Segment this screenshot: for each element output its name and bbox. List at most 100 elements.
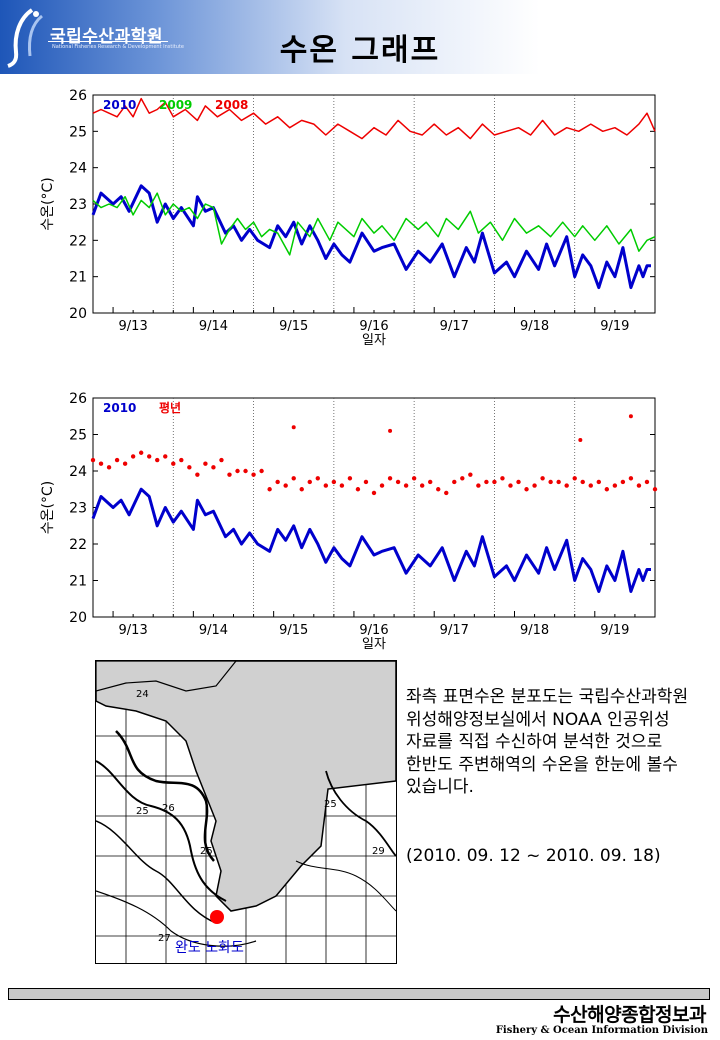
landmass — [96, 661, 396, 912]
logo-divider — [48, 41, 168, 42]
series-point-1 — [428, 479, 433, 485]
fish-wave-icon — [7, 8, 44, 68]
footer-division-ko: 수산해양종합정보과 — [553, 1004, 706, 1026]
series-point-1 — [235, 468, 240, 474]
x-tick-label: 9/17 — [440, 319, 469, 334]
series-point-1 — [572, 476, 577, 481]
legend-item: 2010 — [103, 401, 136, 415]
x-tick-label: 9/18 — [520, 319, 549, 334]
series-point-1 — [98, 461, 104, 466]
series-point-1 — [187, 465, 192, 470]
series-point-1 — [411, 476, 417, 481]
x-tick-label: 9/19 — [600, 319, 629, 334]
series-point-1 — [130, 454, 136, 459]
series-point-1 — [548, 479, 553, 485]
y-tick-label: 23 — [69, 501, 87, 517]
contour-label: 24 — [136, 689, 149, 700]
series-point-1 — [323, 483, 329, 488]
x-tick-label: 9/16 — [359, 319, 388, 334]
series-point-1 — [90, 457, 96, 463]
y-tick-label: 22 — [69, 537, 87, 553]
series-point-1 — [564, 483, 569, 488]
series-point-1 — [516, 479, 521, 485]
x-tick-label: 9/13 — [119, 319, 148, 334]
series-point-1 — [395, 479, 401, 485]
x-tick-label: 9/15 — [279, 319, 308, 334]
y-tick-label: 20 — [69, 306, 87, 322]
series-point-1 — [307, 479, 312, 485]
series-point-1 — [211, 465, 216, 470]
y-tick-label: 25 — [69, 428, 87, 444]
contour-label: 26 — [162, 803, 175, 814]
series-point-1 — [331, 479, 337, 485]
page-title: 수온 그래프 — [279, 33, 441, 68]
series-point-1 — [444, 490, 449, 496]
contour-label: 25 — [324, 799, 337, 810]
series-point-2 — [291, 425, 296, 430]
legend-item: 평년 — [159, 401, 181, 415]
series-point-1 — [155, 457, 160, 463]
x-tick-label: 9/16 — [359, 623, 388, 638]
series-point-1 — [644, 479, 650, 485]
y-tick-label: 24 — [69, 161, 87, 177]
series-point-1 — [628, 476, 634, 481]
series-point-1 — [500, 476, 505, 481]
series-point-1 — [604, 487, 610, 492]
series-point-1 — [299, 487, 304, 492]
x-tick-label: 9/17 — [440, 623, 469, 638]
series-point-1 — [138, 450, 144, 455]
series-point-1 — [484, 479, 489, 485]
series-point-1 — [524, 487, 529, 492]
series-point-1 — [419, 483, 425, 488]
series-point-1 — [251, 472, 256, 477]
series-point-1 — [379, 483, 385, 488]
institute-logo — [6, 6, 196, 68]
y-tick-label: 24 — [69, 464, 87, 480]
series-point-1 — [452, 479, 457, 485]
series-point-1 — [652, 487, 658, 492]
legend-item: 2009 — [159, 98, 192, 112]
y-tick-label: 22 — [69, 233, 87, 249]
series-point-1 — [114, 457, 120, 463]
series-point-1 — [476, 483, 481, 488]
series-point-1 — [122, 461, 128, 466]
chart-2010-normal-year: 20 21 22 23 24 25 26 9/13 9/14 9/15 9/16 9/17 9/18 9/… — [40, 391, 658, 652]
series-point-1 — [259, 468, 264, 474]
y-tick-label: 23 — [69, 197, 87, 213]
x-tick-label: 9/14 — [199, 623, 228, 638]
series-point-1 — [371, 490, 377, 496]
org-name: 국립수산과학원 — [50, 27, 163, 47]
x-axis-label: 일자 — [362, 637, 386, 652]
footer-bar — [8, 988, 710, 1000]
series-point-1 — [588, 483, 593, 488]
series-point-1 — [291, 476, 296, 481]
series-line-0 — [91, 184, 651, 290]
series-point-1 — [355, 487, 361, 492]
y-tick-label: 26 — [69, 391, 87, 407]
x-tick-label: 9/14 — [199, 319, 228, 334]
legend-item: 2008 — [215, 98, 248, 112]
series-point-1 — [620, 479, 626, 485]
series-point-1 — [243, 468, 248, 474]
series-point-1 — [203, 461, 208, 466]
contour-label: 27 — [158, 933, 171, 944]
series-point-1 — [363, 479, 369, 485]
north-landmass — [96, 661, 237, 692]
series-point-1 — [315, 476, 320, 481]
chart-2010-2009-2008: 20 21 22 23 24 25 26 9/13 9/14 9/15 9/16 9/17 9/18 9/… — [40, 88, 656, 348]
x-tick-label: 9/18 — [520, 623, 549, 638]
y-tick-label: 21 — [69, 574, 87, 590]
y-axis-label: 수온(°C) — [40, 177, 56, 230]
y-tick-label: 20 — [69, 610, 87, 626]
y-tick-label: 25 — [69, 124, 87, 140]
contour-label: 29 — [372, 846, 385, 857]
series-point-1 — [508, 483, 513, 488]
y-tick-label: 21 — [69, 270, 87, 286]
series-point-1 — [387, 476, 393, 481]
series-point-1 — [171, 461, 176, 466]
x-tick-label: 9/13 — [119, 623, 148, 638]
sst-map: 24 25 26 25 25 29 27 완도 노화도 — [95, 660, 397, 964]
contour-label: 25 — [200, 846, 213, 857]
series-point-1 — [227, 472, 232, 477]
location-label: 완도 노화도 — [175, 940, 244, 956]
